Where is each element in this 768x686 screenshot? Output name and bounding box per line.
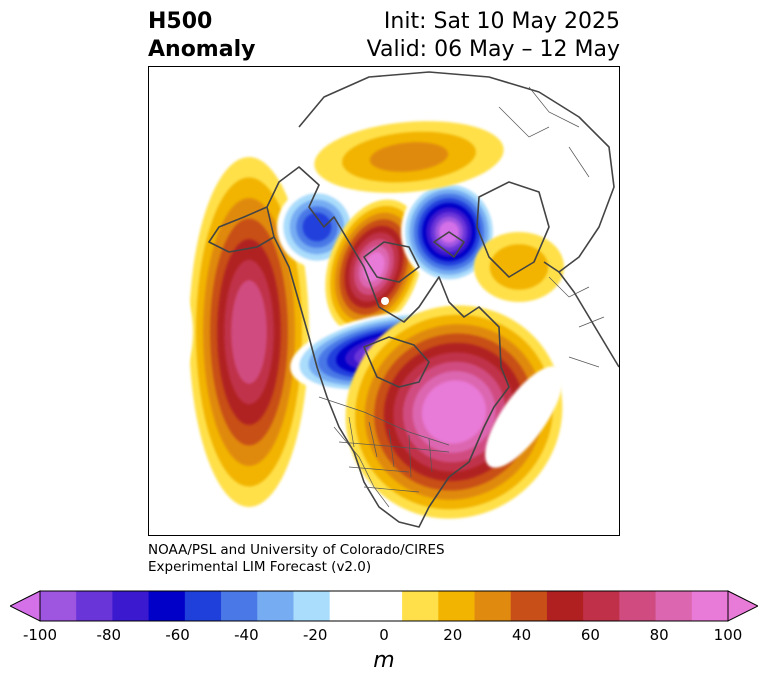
credit-line-2: Experimental LIM Forecast (v2.0) — [148, 559, 372, 575]
colorbar-segment — [365, 591, 403, 621]
anomaly-contours — [161, 121, 564, 519]
anomaly-ridge-arctic — [325, 199, 423, 335]
contour-band — [485, 366, 563, 468]
credit-line-1: NOAA/PSL and University of Colorado/CIRE… — [148, 542, 445, 558]
colorbar-tick-label: 80 — [649, 626, 669, 644]
colorbar-segment — [655, 591, 693, 621]
colorbar-under-extension — [10, 590, 41, 622]
anomaly-ridge-eastern-us — [345, 305, 563, 519]
anomaly-ridge-north-pole — [314, 121, 504, 193]
coastlines — [208, 71, 619, 528]
coastline-eurasia — [298, 71, 615, 273]
coastline-islands — [363, 231, 465, 283]
valid-range: Valid: 06 May – 12 May — [366, 37, 620, 62]
colorbar-ticks: -100 -80 -60 -40 -20 0 20 40 60 80 100 — [0, 626, 768, 646]
anomaly-ridge-europe — [474, 232, 564, 302]
colorbar-segment — [691, 591, 729, 621]
colorbar-segment — [329, 591, 367, 621]
contour-band — [489, 244, 549, 290]
credit-text: NOAA/PSL and University of Colorado/CIRE… — [148, 542, 445, 576]
colorbar-tick-label: 20 — [443, 626, 463, 644]
colorbar-segment — [293, 591, 331, 621]
contour-band — [161, 290, 193, 374]
colorbar — [10, 590, 758, 622]
colorbar-tick-label: 60 — [580, 626, 600, 644]
anomaly-trough-atlantic — [485, 366, 563, 468]
colorbar-segment — [40, 591, 77, 621]
contour-band — [369, 142, 449, 172]
colorbar-frame — [39, 590, 729, 622]
anomaly-trough-central-pacific — [161, 290, 193, 374]
colorbar-segment — [438, 591, 476, 621]
colorbar-segment — [112, 591, 150, 621]
map-panel — [148, 66, 620, 536]
coastline-greenland — [476, 181, 550, 278]
anomaly-ridge-ne-pacific — [189, 157, 309, 507]
title-variable: H500 — [148, 9, 213, 34]
coastline-europe — [558, 271, 619, 368]
colorbar-segment — [510, 591, 548, 621]
colorbar-over-extension — [727, 590, 758, 622]
map-title: H500 Anomaly — [148, 8, 255, 64]
colorbar-segment — [402, 591, 439, 621]
coastline-north-america — [266, 166, 510, 528]
colorbar-segment — [583, 591, 620, 621]
colorbar-segment — [148, 591, 186, 621]
colorbar-segment — [257, 591, 294, 621]
colorbar-units: m — [373, 648, 395, 673]
colorbar-tick-label: 0 — [379, 626, 389, 644]
pole-marker — [381, 297, 389, 305]
init-date: Init: Sat 10 May 2025 — [383, 9, 620, 34]
colorbar-tick-label: -40 — [234, 626, 259, 644]
contour-band — [231, 280, 267, 384]
colorbar-segment — [619, 591, 657, 621]
contour-band — [363, 252, 385, 282]
colorbar-tick-label: -60 — [165, 626, 190, 644]
coastline-alaska — [208, 206, 275, 253]
colorbar-segment — [546, 591, 584, 621]
contour-band — [302, 212, 332, 242]
title-field: Anomaly — [148, 37, 256, 62]
anomaly-map — [161, 71, 619, 528]
political-borders — [318, 86, 605, 508]
colorbar-tick-label: -80 — [96, 626, 122, 644]
colorbar-segment — [184, 591, 222, 621]
colorbar-tick-label: 40 — [512, 626, 532, 644]
colorbar-tick-label: -100 — [22, 626, 58, 644]
colorbar-segment — [76, 591, 113, 621]
coastline-hudson-bay — [363, 336, 430, 388]
colorbar-tick-label: -20 — [302, 626, 328, 644]
contour-band — [431, 389, 477, 435]
map-dates: Init: Sat 10 May 2025 Valid: 06 May – 12… — [367, 8, 620, 64]
colorbar-segment — [221, 591, 258, 621]
colorbar-segment — [474, 591, 512, 621]
colorbar-tick-label: 100 — [713, 626, 743, 644]
